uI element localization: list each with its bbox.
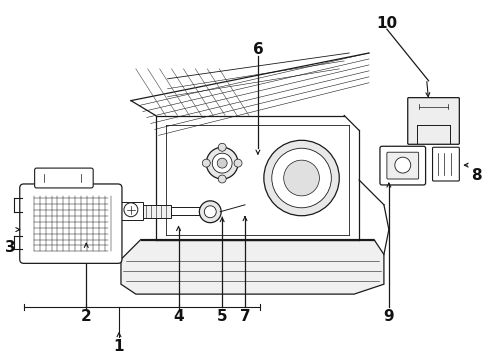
Circle shape	[218, 175, 226, 183]
FancyBboxPatch shape	[387, 152, 418, 179]
Circle shape	[124, 203, 138, 217]
Text: 2: 2	[81, 310, 92, 324]
Circle shape	[272, 148, 331, 208]
Circle shape	[199, 201, 221, 223]
FancyBboxPatch shape	[433, 147, 459, 181]
FancyBboxPatch shape	[380, 146, 426, 185]
Text: 3: 3	[4, 240, 15, 255]
Circle shape	[212, 153, 232, 173]
Polygon shape	[143, 205, 171, 218]
Text: 8: 8	[471, 167, 482, 183]
Text: 10: 10	[376, 16, 397, 31]
Polygon shape	[121, 239, 384, 294]
Text: 4: 4	[173, 310, 184, 324]
Text: 6: 6	[252, 41, 263, 57]
Text: 9: 9	[384, 310, 394, 324]
Text: 7: 7	[240, 310, 250, 324]
Text: 1: 1	[114, 339, 124, 354]
Text: 5: 5	[217, 310, 227, 324]
Circle shape	[217, 158, 227, 168]
Circle shape	[234, 159, 242, 167]
FancyBboxPatch shape	[408, 98, 459, 144]
Polygon shape	[119, 202, 143, 220]
Circle shape	[206, 147, 238, 179]
Circle shape	[218, 143, 226, 151]
Circle shape	[204, 206, 216, 218]
Circle shape	[395, 157, 411, 173]
Circle shape	[284, 160, 319, 196]
FancyBboxPatch shape	[20, 184, 122, 264]
Polygon shape	[171, 207, 200, 215]
FancyBboxPatch shape	[35, 168, 93, 188]
Circle shape	[264, 140, 339, 216]
Circle shape	[202, 159, 210, 167]
